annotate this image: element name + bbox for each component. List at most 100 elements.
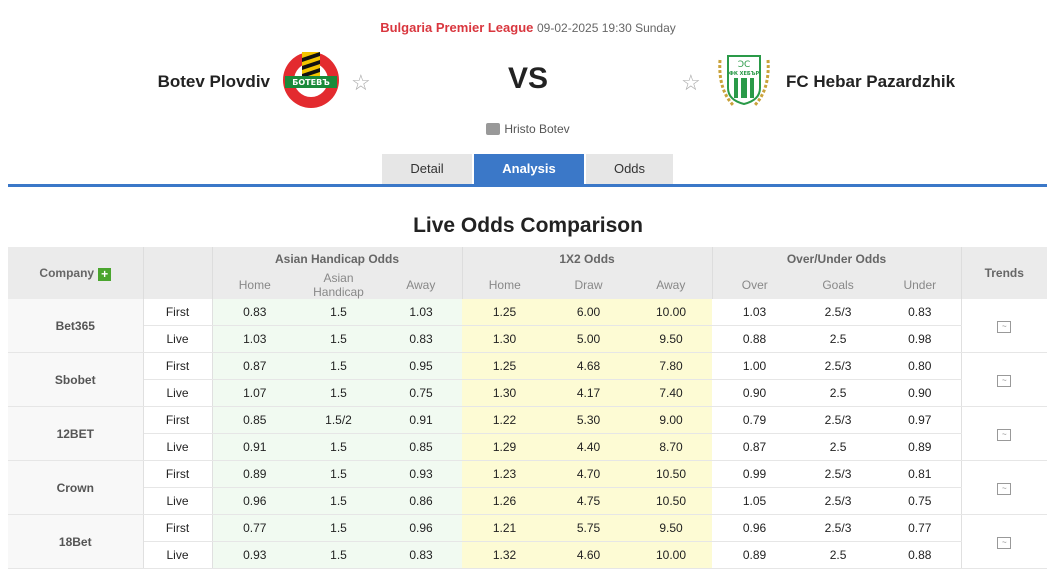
favorite-home-star-icon[interactable]: ☆	[351, 70, 371, 95]
odds-cell-goals[interactable]: 2.5	[797, 541, 880, 569]
odds-cell-away[interactable]: 10.00	[630, 299, 713, 326]
odds-cell-home[interactable]: 0.89	[212, 460, 297, 488]
odds-cell-draw[interactable]: 4.60	[547, 541, 631, 569]
odds-cell-home[interactable]: 0.87	[212, 352, 297, 380]
odds-cell-under[interactable]: 0.90	[879, 379, 962, 407]
odds-cell-home[interactable]: 1.22	[462, 406, 548, 434]
odds-cell-home[interactable]: 1.29	[462, 433, 548, 461]
odds-cell-under[interactable]: 0.77	[879, 514, 962, 542]
odds-cell-home[interactable]: 1.30	[462, 325, 548, 353]
odds-cell-home[interactable]: 1.03	[212, 325, 297, 353]
odds-cell-asian-handicap[interactable]: 1.5	[297, 325, 380, 353]
odds-cell-away[interactable]: 8.70	[630, 433, 713, 461]
tab-odds[interactable]: Odds	[586, 154, 673, 184]
odds-cell-goals[interactable]: 2.5	[797, 433, 880, 461]
odds-cell-draw[interactable]: 4.70	[547, 460, 631, 488]
odds-cell-home[interactable]: 0.77	[212, 514, 297, 542]
home-team-name[interactable]: Botev Plovdiv	[157, 72, 270, 91]
odds-cell-over[interactable]: 0.90	[712, 379, 798, 407]
odds-cell-away[interactable]: 0.95	[380, 352, 463, 380]
odds-cell-goals[interactable]: 2.5/3	[797, 352, 880, 380]
odds-cell-draw[interactable]: 5.00	[547, 325, 631, 353]
odds-cell-away[interactable]: 9.50	[630, 514, 713, 542]
odds-cell-home[interactable]: 1.25	[462, 299, 548, 326]
odds-cell-away[interactable]: 9.50	[630, 325, 713, 353]
favorite-away-star-icon[interactable]: ☆	[681, 70, 701, 95]
odds-cell-asian-handicap[interactable]: 1.5	[297, 541, 380, 569]
odds-cell-home[interactable]: 0.83	[212, 299, 297, 326]
odds-cell-away[interactable]: 10.00	[630, 541, 713, 569]
company-name[interactable]: 18Bet	[8, 514, 144, 569]
odds-cell-home[interactable]: 0.93	[212, 541, 297, 569]
odds-cell-home[interactable]: 0.91	[212, 433, 297, 461]
trend-chart-icon[interactable]: ~	[997, 429, 1012, 441]
odds-cell-draw[interactable]: 4.75	[547, 487, 631, 515]
league-name[interactable]: Bulgaria Premier League	[380, 20, 534, 35]
odds-cell-draw[interactable]: 4.17	[547, 379, 631, 407]
odds-cell-away[interactable]: 0.93	[380, 460, 463, 488]
odds-cell-under[interactable]: 0.88	[879, 541, 962, 569]
odds-cell-away[interactable]: 7.80	[630, 352, 713, 380]
odds-cell-asian-handicap[interactable]: 1.5	[297, 514, 380, 542]
odds-cell-asian-handicap[interactable]: 1.5	[297, 487, 380, 515]
odds-cell-away[interactable]: 9.00	[630, 406, 713, 434]
odds-cell-over[interactable]: 0.99	[712, 460, 798, 488]
odds-cell-away[interactable]: 0.85	[380, 433, 463, 461]
odds-cell-under[interactable]: 0.89	[879, 433, 962, 461]
odds-cell-under[interactable]: 0.80	[879, 352, 962, 380]
odds-cell-asian-handicap[interactable]: 1.5	[297, 299, 380, 326]
odds-cell-under[interactable]: 0.81	[879, 460, 962, 488]
odds-cell-away[interactable]: 1.03	[380, 299, 463, 326]
odds-cell-asian-handicap[interactable]: 1.5	[297, 352, 380, 380]
odds-cell-home[interactable]: 0.85	[212, 406, 297, 434]
odds-cell-asian-handicap[interactable]: 1.5	[297, 433, 380, 461]
odds-cell-home[interactable]: 1.23	[462, 460, 548, 488]
odds-cell-goals[interactable]: 2.5/3	[797, 487, 880, 515]
odds-cell-goals[interactable]: 2.5/3	[797, 299, 880, 326]
odds-cell-away[interactable]: 0.75	[380, 379, 463, 407]
odds-cell-under[interactable]: 0.98	[879, 325, 962, 353]
odds-cell-away[interactable]: 0.96	[380, 514, 463, 542]
trend-chart-icon[interactable]: ~	[997, 483, 1012, 495]
odds-cell-away[interactable]: 10.50	[630, 487, 713, 515]
odds-cell-home[interactable]: 1.26	[462, 487, 548, 515]
odds-cell-home[interactable]: 0.96	[212, 487, 297, 515]
odds-cell-over[interactable]: 0.87	[712, 433, 798, 461]
odds-cell-away[interactable]: 0.83	[380, 325, 463, 353]
odds-cell-under[interactable]: 0.75	[879, 487, 962, 515]
trend-chart-icon[interactable]: ~	[997, 537, 1012, 549]
company-name[interactable]: Sbobet	[8, 352, 144, 407]
odds-cell-away[interactable]: 10.50	[630, 460, 713, 488]
company-name[interactable]: 12BET	[8, 406, 144, 461]
company-name[interactable]: Crown	[8, 460, 144, 515]
trend-chart-icon[interactable]: ~	[997, 321, 1012, 333]
odds-cell-under[interactable]: 0.83	[879, 299, 962, 326]
odds-cell-under[interactable]: 0.97	[879, 406, 962, 434]
odds-cell-over[interactable]: 1.03	[712, 299, 798, 326]
odds-cell-home[interactable]: 1.21	[462, 514, 548, 542]
odds-cell-home[interactable]: 1.25	[462, 352, 548, 380]
odds-cell-draw[interactable]: 5.75	[547, 514, 631, 542]
odds-cell-goals[interactable]: 2.5	[797, 325, 880, 353]
odds-cell-draw[interactable]: 4.40	[547, 433, 631, 461]
odds-cell-over[interactable]: 0.88	[712, 325, 798, 353]
odds-cell-over[interactable]: 0.89	[712, 541, 798, 569]
company-name[interactable]: Bet365	[8, 299, 144, 353]
odds-cell-home[interactable]: 1.30	[462, 379, 548, 407]
trend-chart-icon[interactable]: ~	[997, 375, 1012, 387]
tab-analysis[interactable]: Analysis	[474, 154, 584, 184]
odds-cell-asian-handicap[interactable]: 1.5	[297, 460, 380, 488]
odds-cell-over[interactable]: 0.96	[712, 514, 798, 542]
odds-cell-over[interactable]: 1.05	[712, 487, 798, 515]
odds-cell-home[interactable]: 1.07	[212, 379, 297, 407]
add-company-plus-icon[interactable]: +	[98, 267, 112, 281]
odds-cell-draw[interactable]: 6.00	[547, 299, 631, 326]
odds-cell-home[interactable]: 1.32	[462, 541, 548, 569]
odds-cell-asian-handicap[interactable]: 1.5/2	[297, 406, 380, 434]
odds-cell-over[interactable]: 0.79	[712, 406, 798, 434]
odds-cell-goals[interactable]: 2.5/3	[797, 514, 880, 542]
away-team-name[interactable]: FC Hebar Pazardzhik	[786, 72, 956, 91]
odds-cell-away[interactable]: 0.91	[380, 406, 463, 434]
odds-cell-away[interactable]: 7.40	[630, 379, 713, 407]
odds-cell-goals[interactable]: 2.5	[797, 379, 880, 407]
